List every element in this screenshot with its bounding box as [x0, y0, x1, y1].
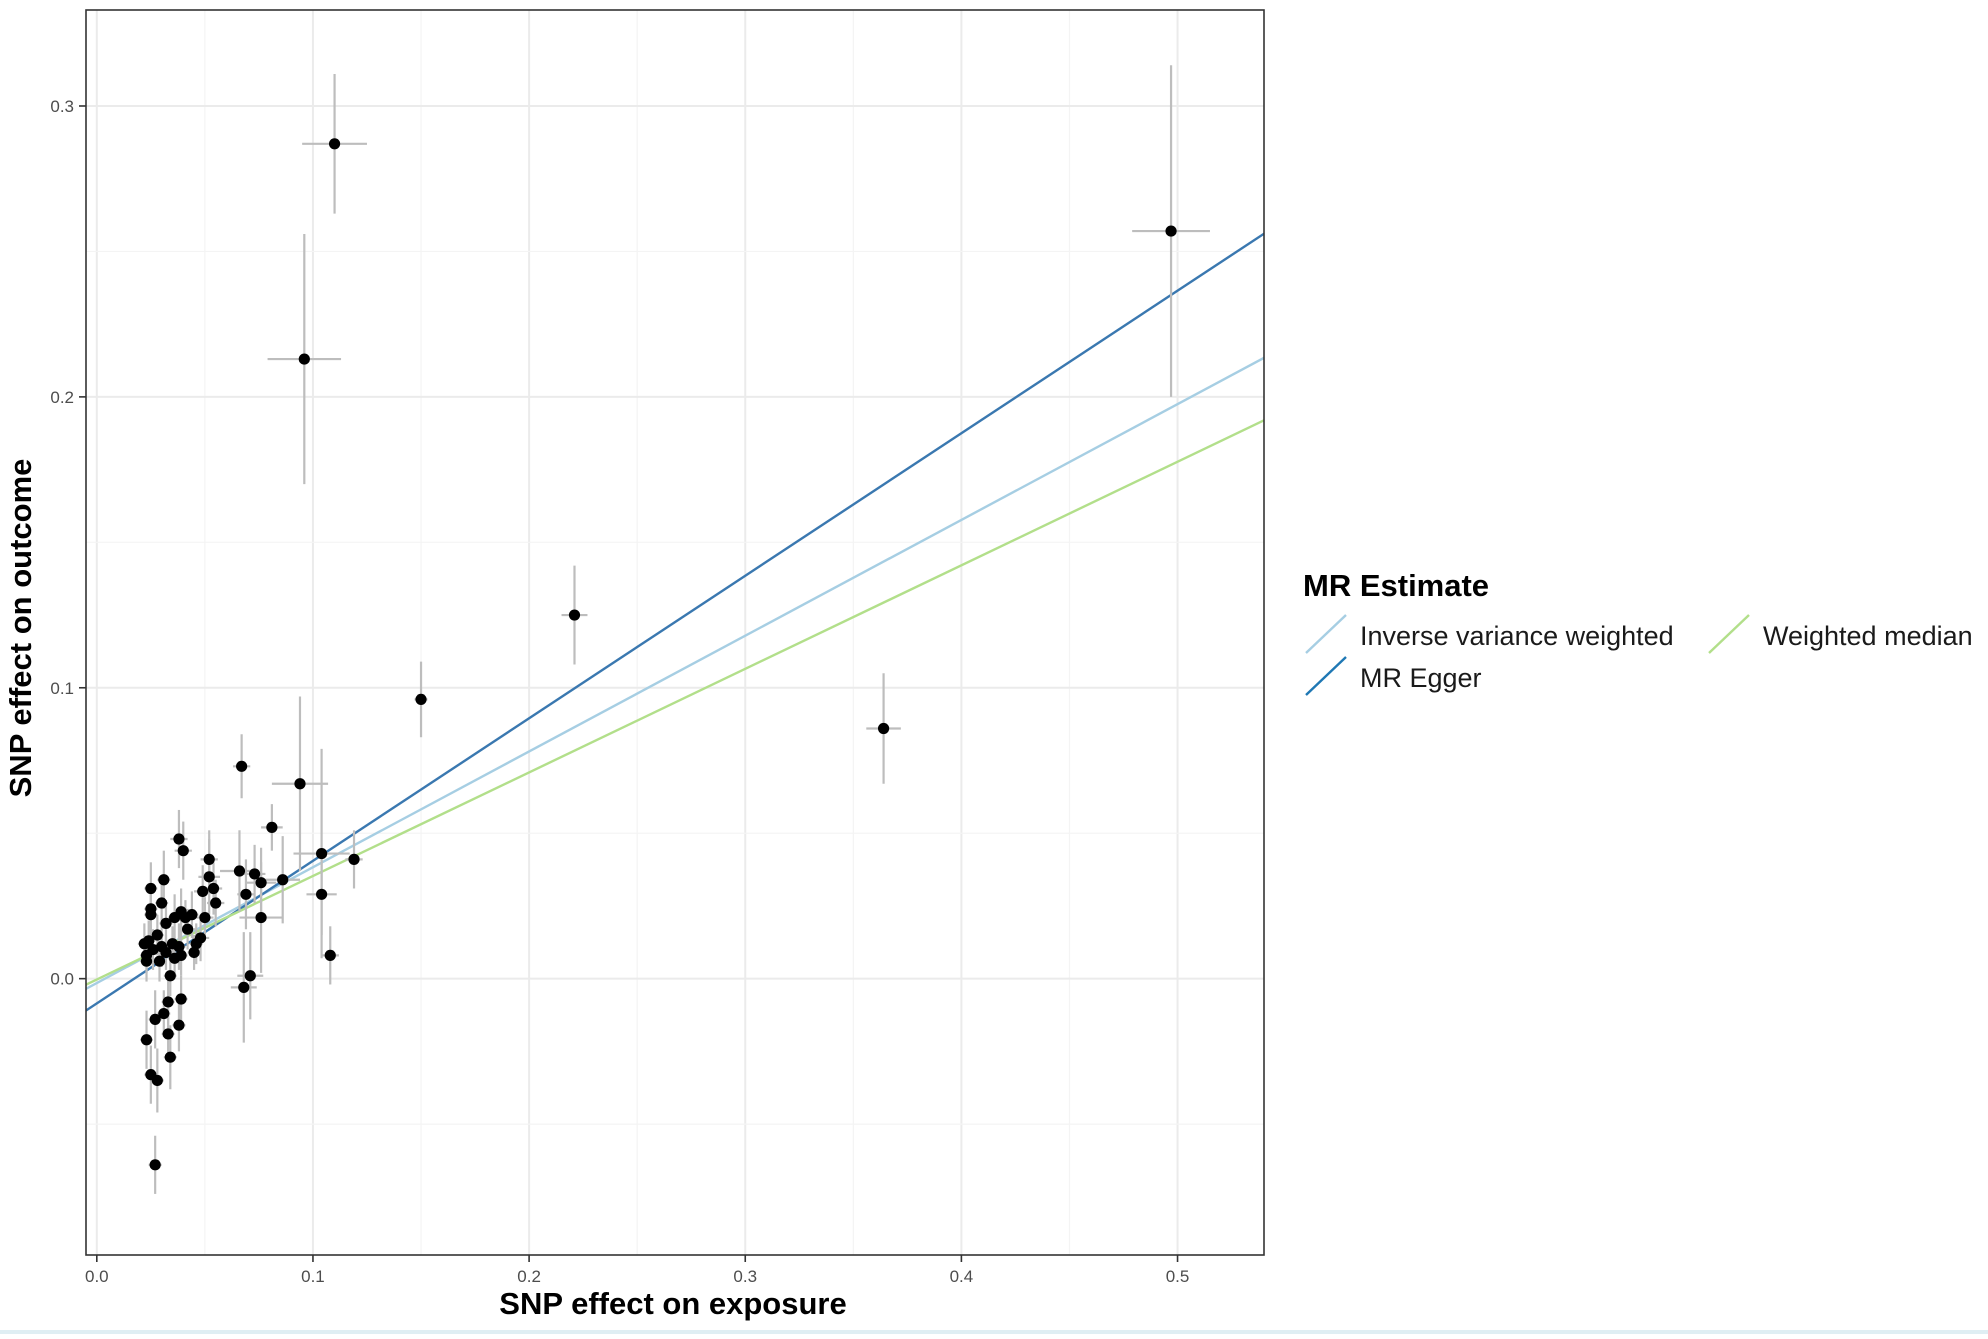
- bottom-border: [0, 1330, 1988, 1334]
- plot-panel: [86, 10, 1264, 1255]
- legend-label-ivw: Inverse variance weighted: [1360, 621, 1674, 651]
- snp-point: [188, 946, 200, 959]
- legend-key-weighted-median: [1708, 614, 1750, 654]
- y-tick-label: 0.1: [50, 679, 74, 698]
- snp-point: [207, 882, 220, 895]
- snp-point: [328, 138, 341, 150]
- snp-point: [158, 1007, 170, 1020]
- snp-point: [199, 911, 211, 924]
- legend-entries: Inverse variance weighted MR Egger Weighte…: [1305, 614, 1973, 696]
- snp-point: [181, 923, 194, 935]
- snp-point: [169, 952, 181, 964]
- snp-point: [166, 938, 179, 950]
- snp-point: [236, 760, 248, 772]
- snp-point: [298, 353, 310, 365]
- x-tick-label: 0.0: [85, 1267, 109, 1286]
- snp-point: [160, 917, 172, 929]
- snp-point: [203, 853, 215, 865]
- snp-point: [248, 868, 261, 880]
- y-tick-label: 0.0: [50, 970, 74, 989]
- snp-point: [149, 1013, 161, 1025]
- snp-point: [244, 970, 256, 982]
- snp-point: [1165, 225, 1177, 237]
- snp-point: [149, 1159, 161, 1171]
- x-tick-label: 0.2: [517, 1267, 541, 1286]
- y-tick-label: 0.3: [50, 97, 74, 116]
- snp-point: [175, 993, 187, 1005]
- snp-point: [153, 955, 166, 967]
- snp-point: [138, 938, 150, 950]
- snp-point: [203, 871, 215, 883]
- snp-point: [151, 929, 163, 941]
- snp-point: [164, 970, 176, 982]
- plot-frame: [85, 9, 1265, 1256]
- snp-point: [156, 897, 168, 909]
- snp-point: [190, 938, 202, 950]
- snp-point: [145, 882, 157, 895]
- snp-point: [145, 1069, 157, 1081]
- snp-point: [255, 877, 267, 889]
- snp-point: [158, 874, 170, 886]
- x-axis-ticks: 0.0 0.1 0.2 0.3 0.4 0.5: [85, 1255, 1189, 1286]
- snp-point: [255, 911, 267, 924]
- legend: MR Estimate Inverse variance weighted MR …: [1303, 568, 1973, 696]
- x-axis-title: SNP effect on exposure: [499, 1286, 846, 1321]
- snp-point: [348, 853, 360, 865]
- legend-key-ivw: [1305, 614, 1347, 654]
- snp-point: [140, 1034, 153, 1046]
- data-points: [138, 138, 1177, 1171]
- x-tick-label: 0.3: [733, 1267, 757, 1286]
- snp-point: [240, 888, 252, 900]
- snp-point: [162, 1028, 174, 1040]
- snp-point: [277, 874, 289, 886]
- grid-lines: [86, 10, 1264, 1255]
- legend-title: MR Estimate: [1303, 568, 1489, 603]
- legend-key-mr-egger: [1305, 656, 1347, 696]
- snp-point: [145, 903, 157, 915]
- snp-point: [568, 609, 581, 621]
- x-tick-label: 0.4: [950, 1267, 974, 1286]
- legend-label-weighted-median: Weighted median: [1763, 621, 1973, 651]
- snp-point: [156, 941, 168, 953]
- snp-point: [877, 722, 890, 735]
- snp-point: [294, 778, 306, 790]
- snp-point: [415, 693, 427, 706]
- snp-point: [173, 1019, 185, 1031]
- snp-point: [140, 949, 153, 961]
- snp-point: [233, 865, 246, 877]
- snp-point: [177, 845, 189, 857]
- snp-point: [173, 833, 185, 845]
- legend-label-mr-egger: MR Egger: [1360, 663, 1482, 693]
- y-axis-ticks: 0.0 0.1 0.2 0.3: [50, 97, 86, 989]
- x-tick-label: 0.1: [301, 1267, 325, 1286]
- panel-background: [86, 10, 1264, 1255]
- snp-point: [210, 897, 222, 909]
- snp-point: [164, 1051, 176, 1063]
- snp-point: [316, 847, 328, 860]
- y-tick-label: 0.2: [50, 388, 74, 407]
- snp-point: [162, 996, 174, 1008]
- snp-point: [238, 981, 250, 993]
- snp-point: [197, 885, 209, 897]
- snp-point: [324, 949, 336, 961]
- snp-point: [316, 888, 328, 900]
- x-tick-label: 0.5: [1166, 1267, 1190, 1286]
- y-axis-title: SNP effect on outcome: [3, 459, 38, 798]
- snp-point: [266, 821, 278, 833]
- panel-border: [85, 9, 1265, 1256]
- snp-point: [169, 911, 181, 924]
